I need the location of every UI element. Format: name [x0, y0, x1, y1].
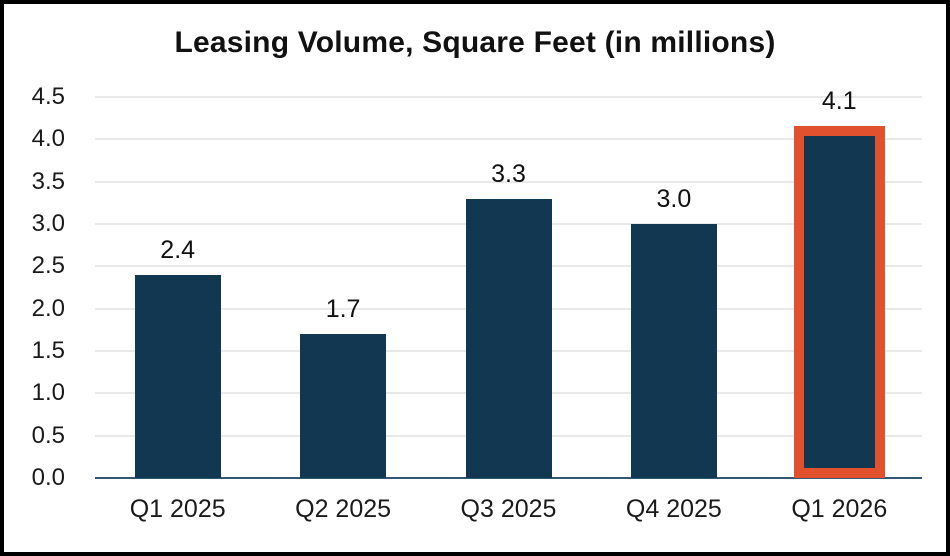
x-axis-line	[95, 477, 922, 479]
x-axis-category-label: Q3 2025	[460, 495, 557, 523]
bar-value-label: 2.4	[160, 235, 196, 264]
y-axis-tick-label: 1.0	[31, 379, 65, 407]
y-axis-tick-label: 4.0	[31, 125, 65, 153]
bar	[300, 334, 387, 478]
y-axis-tick-label: 2.5	[31, 252, 65, 280]
y-axis-tick-label: 1.5	[31, 337, 65, 364]
x-axis-category-label: Q1 2025	[129, 495, 226, 523]
y-axis-tick-label: 4.5	[31, 83, 65, 110]
y-axis-tick-label: 0.0	[31, 464, 65, 491]
bar-value-label: 4.1	[821, 86, 857, 115]
bar	[630, 224, 717, 478]
chart-title: Leasing Volume, Square Feet (in millions…	[174, 26, 776, 59]
x-axis-category-label: Q2 2025	[295, 495, 392, 523]
x-axis-category-label: Q1 2026	[791, 495, 888, 523]
bar-highlighted	[793, 125, 885, 478]
gridline	[95, 138, 922, 141]
bar-value-label: 1.7	[325, 295, 361, 324]
y-axis-tick-label: 0.5	[31, 421, 65, 449]
gridline	[95, 96, 922, 98]
bar	[134, 274, 221, 478]
y-axis-tick-label: 3.5	[31, 167, 65, 195]
x-axis-category-label: Q4 2025	[625, 495, 722, 523]
bar	[465, 198, 552, 478]
gridline	[95, 180, 922, 183]
y-axis-tick-label: 2.0	[31, 294, 65, 322]
y-axis-tick-label: 3.0	[31, 210, 65, 237]
bar-value-label: 3.3	[491, 159, 526, 188]
bar-value-label: 3.0	[656, 185, 692, 213]
